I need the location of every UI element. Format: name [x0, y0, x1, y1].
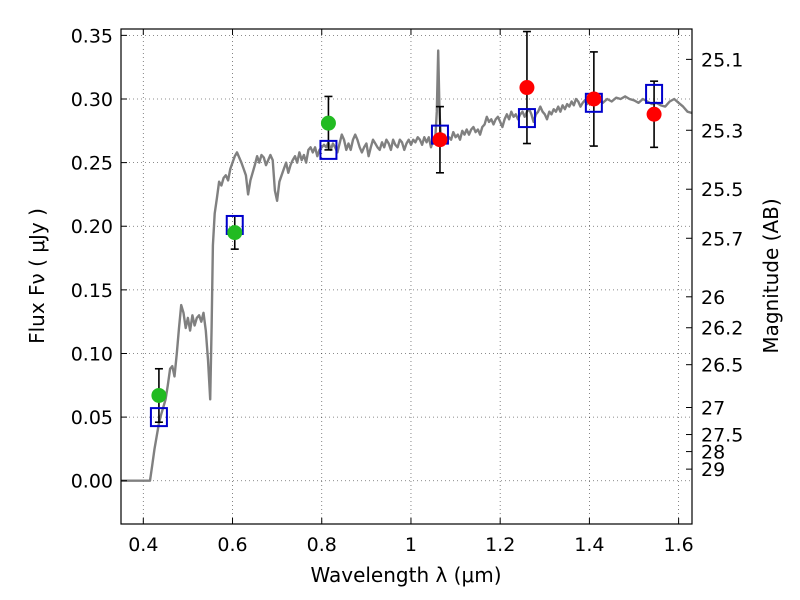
x-tick-label: 0.4 [128, 534, 158, 556]
y2-tick-label: 26.2 [701, 318, 743, 340]
y2-tick-label: 25.7 [701, 228, 743, 250]
model-photometry-square [517, 108, 536, 129]
observed-flux-point [432, 132, 448, 148]
y2-tick-label: 26.5 [701, 355, 743, 377]
y2-tick-label: 25.3 [701, 120, 743, 142]
model-photometry-square [149, 407, 168, 428]
y-tick-label: 0.20 [71, 216, 113, 238]
gridlines [121, 29, 692, 524]
x-tick-label: 1.2 [485, 534, 515, 556]
y-axis-label: Flux Fν ( μJy ) [25, 208, 49, 344]
observed-flux-point [151, 387, 167, 403]
y2-tick-label: 28 [701, 442, 725, 464]
axis-ticks: 0.4 0.6 0.8 1 1.2 1.4 1.6 0.00 0.05 0.10 0.15 0.20 0… [71, 25, 744, 556]
x-tick-label: 1 [405, 534, 417, 556]
y2-tick-label: 25.1 [701, 49, 743, 71]
plot-frame [120, 28, 693, 525]
model-spectrum-line [121, 49, 693, 482]
y-tick-label: 0.35 [71, 25, 113, 47]
observed-flux-point [646, 106, 662, 122]
x-tick-label: 0.6 [217, 534, 247, 556]
x-tick-label: 1.4 [574, 534, 604, 556]
model-photometry-square [645, 83, 664, 104]
x-tick-label: 1.6 [664, 534, 694, 556]
y2-axis-label: Magnitude (AB) [759, 198, 783, 353]
y2-tick-label: 29 [701, 459, 725, 481]
observed-flux-point [586, 91, 602, 107]
observed-flux-point [320, 115, 336, 131]
model-photometry-square [319, 139, 338, 160]
y2-tick-label: 26 [701, 287, 725, 309]
x-tick-label: 0.8 [307, 534, 337, 556]
observed-flux-point [519, 80, 535, 96]
y-tick-label: 0.10 [71, 343, 113, 365]
y-tick-label: 0.25 [71, 153, 113, 175]
y-tick-label: 0.15 [71, 280, 113, 302]
y-tick-label: 0.30 [71, 89, 113, 111]
y2-tick-label: 27 [701, 398, 725, 420]
y2-tick-label: 25.5 [701, 179, 743, 201]
plot-series [121, 30, 693, 482]
y2-tick-label: 27.5 [701, 425, 743, 447]
observed-flux-point [227, 225, 243, 241]
y-tick-label: 0.05 [71, 407, 113, 429]
y-tick-label: 0.00 [71, 471, 113, 493]
x-axis-label: Wavelength λ (μm) [310, 563, 501, 587]
